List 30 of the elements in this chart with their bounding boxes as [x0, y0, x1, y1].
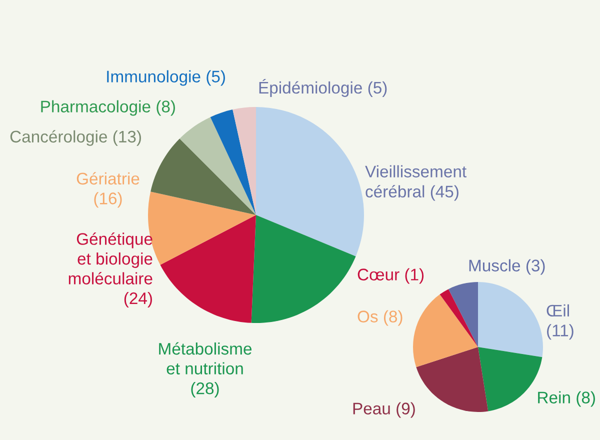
- pie-slice: [440, 289, 478, 347]
- pie-slice: [232, 107, 256, 215]
- slice-label: Cœur (1): [358, 268, 424, 284]
- pie-slice: [210, 110, 256, 215]
- slice-label: Os (8): [358, 310, 402, 326]
- slice-label: Pharmacologie (8): [41, 100, 175, 116]
- pie-slice: [160, 215, 256, 323]
- pie-slice: [448, 282, 478, 347]
- slice-label: Épidémiologie (5): [259, 79, 387, 97]
- slice-label: Métabolisme et nutrition: [159, 342, 252, 374]
- data-label: (24): [124, 292, 152, 308]
- pie-slice: [413, 294, 478, 368]
- slice-label: Vieillissement cérébral (45): [365, 165, 466, 201]
- pie-slice: [256, 107, 364, 256]
- slice-label: Génétique et biologie moléculaire: [68, 232, 152, 284]
- data-label: (11): [547, 324, 574, 340]
- slice-label: Œil: [546, 304, 569, 317]
- data-label: (16): [94, 192, 122, 208]
- slice-label: Gériatrie: [76, 172, 140, 185]
- slice-label: Immunologie (5): [107, 70, 225, 86]
- pie-slice: [150, 138, 256, 215]
- slice-label: Peau (9): [353, 402, 415, 418]
- data-label: (28): [191, 382, 219, 398]
- pie-slice: [251, 215, 356, 323]
- slice-label: Rein (8): [538, 391, 595, 407]
- pie-slice: [180, 117, 256, 215]
- slice-label: Cancérologie (13): [10, 130, 141, 146]
- pie-slice: [416, 347, 488, 412]
- pie-slice: [478, 282, 543, 358]
- slice-label: Muscle (3): [469, 259, 545, 275]
